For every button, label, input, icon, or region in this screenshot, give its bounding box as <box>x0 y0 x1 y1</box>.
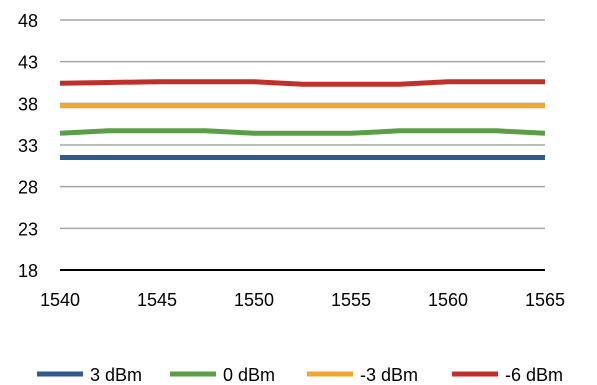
y-tick-label: 33 <box>18 136 38 156</box>
legend-label: 3 dBm <box>90 365 142 385</box>
legend-label: -3 dBm <box>360 365 418 385</box>
x-tick-label: 1560 <box>428 290 468 310</box>
y-tick-label: 23 <box>18 219 38 239</box>
grid-lines <box>60 19 545 271</box>
y-tick-label: 38 <box>18 94 38 114</box>
y-tick-label: 48 <box>18 11 38 31</box>
legend-label: 0 dBm <box>223 365 275 385</box>
x-axis-ticks: 1540 1545 1550 1555 1560 1565 <box>40 290 565 310</box>
y-tick-label: 28 <box>18 178 38 198</box>
legend: 3 dBm 0 dBm -3 dBm -6 dBm <box>37 365 563 385</box>
x-tick-label: 1555 <box>331 290 371 310</box>
series-line-1 <box>59 128 546 136</box>
series-line-3 <box>59 79 545 87</box>
y-axis-ticks: 18 23 28 33 38 43 48 <box>18 11 38 281</box>
x-tick-label: 1565 <box>525 290 565 310</box>
y-tick-label: 43 <box>18 53 38 73</box>
x-tick-label: 1545 <box>137 290 177 310</box>
y-tick-label: 18 <box>18 261 38 281</box>
x-tick-label: 1550 <box>234 290 274 310</box>
series-lines <box>59 79 546 160</box>
x-tick-label: 1540 <box>40 290 80 310</box>
legend-label: -6 dBm <box>505 365 563 385</box>
